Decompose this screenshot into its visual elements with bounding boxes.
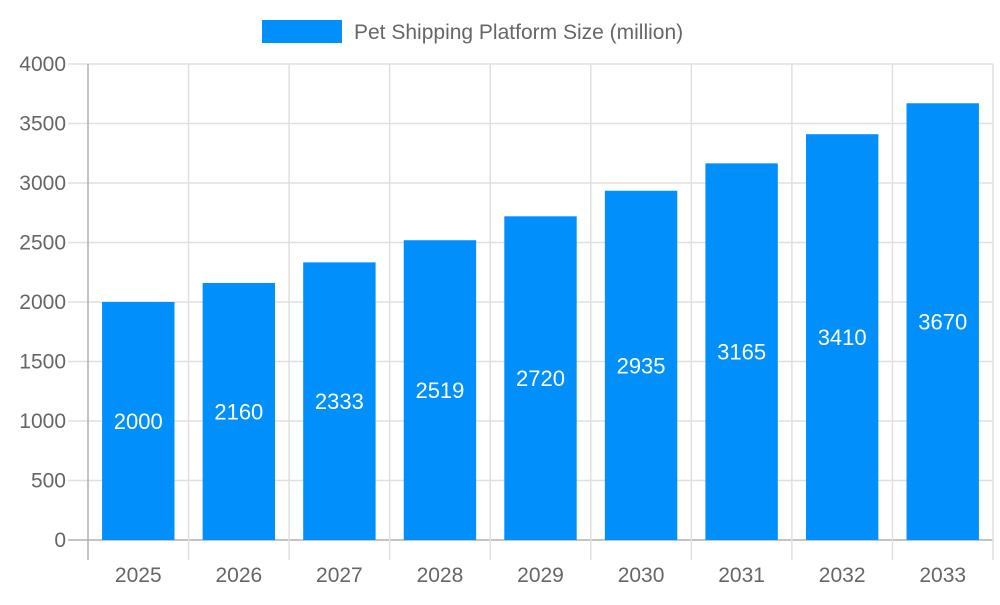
x-tick-label: 2025 <box>115 564 162 587</box>
x-tick-label: 2033 <box>919 564 966 587</box>
data-label: 2519 <box>415 378 464 403</box>
bar <box>805 134 879 540</box>
y-tick-label: 2500 <box>19 232 66 255</box>
y-tick-label: 3000 <box>19 172 66 195</box>
bar <box>906 103 979 541</box>
data-label: 3165 <box>717 340 766 365</box>
y-tick-label: 1500 <box>19 351 66 374</box>
bar <box>403 240 477 540</box>
data-label: 3410 <box>818 325 867 350</box>
y-tick-label: 2000 <box>19 291 66 314</box>
legend-swatch <box>262 20 342 43</box>
y-tick-label: 3500 <box>19 113 66 136</box>
x-tick-label: 2032 <box>819 564 866 587</box>
data-label: 2333 <box>315 389 364 414</box>
x-tick-label: 2027 <box>316 564 363 587</box>
y-tick-label: 500 <box>31 470 66 493</box>
bar <box>604 190 678 541</box>
y-tick-label: 0 <box>54 529 66 552</box>
data-label: 2000 <box>114 409 163 434</box>
bar <box>303 262 376 540</box>
bar <box>102 302 175 540</box>
x-tick-label: 2028 <box>417 564 464 587</box>
legend-label: Pet Shipping Platform Size (million) <box>354 21 683 44</box>
y-tick-label: 1000 <box>19 410 66 433</box>
data-label: 2720 <box>516 366 565 391</box>
bar <box>705 163 778 541</box>
x-tick-label: 2030 <box>618 564 665 587</box>
bars: 2000 2160 2333 2519 2720 2935 3165 3410 3670 <box>102 103 979 541</box>
x-tick-label: 2031 <box>718 564 765 587</box>
axes: 0 500 1000 1500 2000 2500 3000 3500 4000 2025 2026… <box>19 53 966 587</box>
y-tick-label: 4000 <box>19 53 66 76</box>
data-label: 2935 <box>617 353 666 378</box>
bar <box>202 282 276 540</box>
bar <box>504 216 577 540</box>
data-label: 2160 <box>214 399 263 424</box>
legend[interactable]: Pet Shipping Platform Size (million) <box>262 20 683 44</box>
x-tick-label: 2029 <box>517 564 564 587</box>
x-tick-label: 2026 <box>215 564 262 587</box>
data-label: 3670 <box>918 310 967 335</box>
